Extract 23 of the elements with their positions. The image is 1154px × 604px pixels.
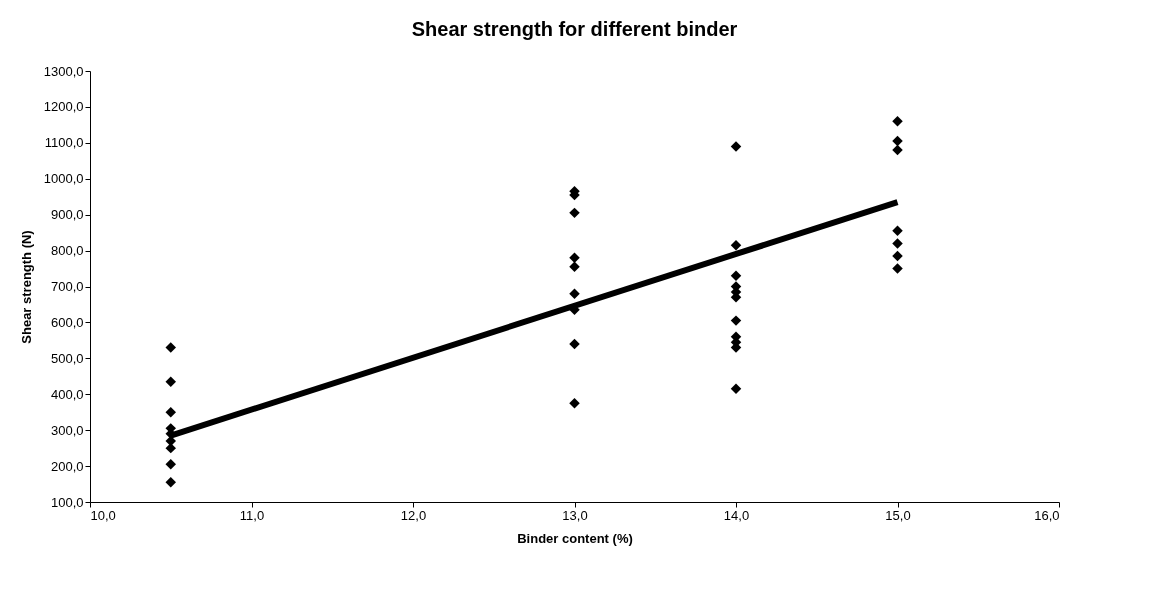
y-tick-label: 500,0 [50,350,84,366]
y-tick-label: 1300,0 [43,63,84,79]
x-tick-label: 13,0 [562,507,588,523]
x-axis-title: Binder content (%) [517,530,633,546]
x-tick-label: 16,0 [1034,507,1060,523]
x-tick-label: 12,0 [400,507,427,523]
chart-title: Shear strength for different binder [411,18,738,40]
y-tick-label: 900,0 [50,207,84,223]
x-tick-label: 15,0 [885,507,911,523]
y-tick-label: 100,0 [50,494,84,510]
x-tick-label: 14,0 [723,507,750,523]
y-tick-label: 1100,0 [44,135,84,151]
y-tick-label: 400,0 [50,386,84,402]
y-tick-label: 1000,0 [43,171,84,187]
x-tick-label: 10,0 [90,507,116,523]
y-tick-label: 300,0 [50,422,84,438]
x-tick-label: 11,0 [239,507,265,523]
y-tick-label: 700,0 [50,279,84,294]
y-tick-label: 800,0 [50,243,84,259]
y-axis-title: Shear strength (N) [18,230,34,344]
y-tick-label: 600,0 [50,314,84,330]
y-tick-label: 200,0 [50,458,84,474]
y-tick-label: 1200,0 [43,99,84,115]
